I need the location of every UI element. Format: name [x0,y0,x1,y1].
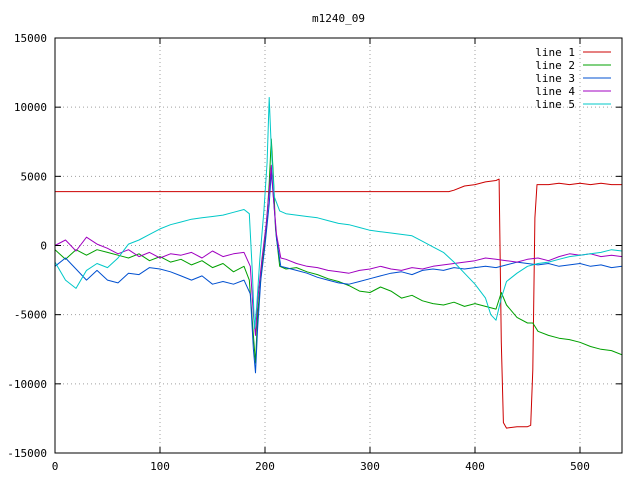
x-tick-label: 0 [52,460,59,473]
y-tick-label: 15000 [14,32,47,45]
y-tick-label: -10000 [7,378,47,391]
x-tick-label: 200 [255,460,275,473]
series-lines [55,97,622,429]
x-tick-label: 100 [150,460,170,473]
legend-label: line 4 [535,85,575,98]
y-tick-label: 10000 [14,101,47,114]
x-tick-label: 300 [360,460,380,473]
y-tick-label: -5000 [14,309,47,322]
grid [55,38,622,453]
x-tick-label: 500 [570,460,590,473]
chart-title: m1240_09 [312,12,365,25]
series-line-2 [55,138,622,364]
series-line-3 [55,171,622,374]
series-line-5 [55,97,622,329]
axis-ticks: 0 100 200 300 400 500 -15000 -10000 -5000 0 5000 10… [7,32,622,473]
x-tick-label: 400 [465,460,485,473]
y-tick-label: 0 [40,240,47,253]
legend-label: line 5 [535,98,575,111]
legend-label: line 3 [535,72,575,85]
series-line-4 [55,164,622,336]
series-line-1 [55,178,622,429]
legend-label: line 1 [535,46,575,59]
y-tick-label: 5000 [21,170,48,183]
y-tick-label: -15000 [7,447,47,460]
legend-label: line 2 [535,59,575,72]
